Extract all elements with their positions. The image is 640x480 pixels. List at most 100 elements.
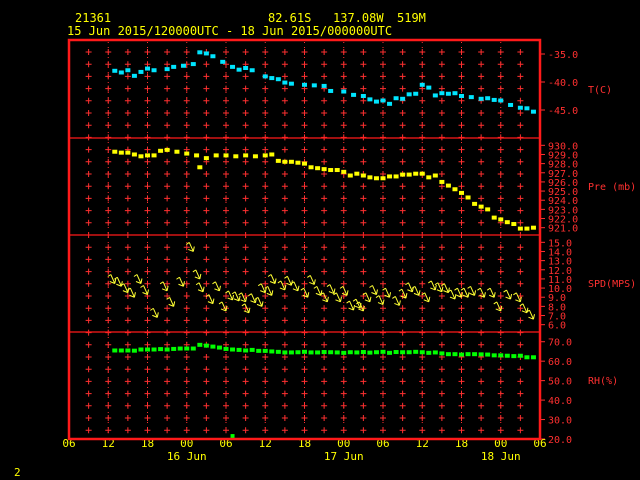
pressure-point: [328, 168, 334, 173]
temperature-point: [485, 96, 491, 101]
y-tick-label: 50.0: [548, 377, 572, 388]
grid-cross: [399, 183, 406, 190]
grid-cross: [223, 97, 229, 104]
grid-cross: [360, 354, 367, 360]
pressure-point: [380, 176, 386, 181]
grid-cross: [497, 195, 504, 202]
temperature-point: [171, 64, 177, 69]
grid-cross: [458, 402, 465, 409]
temperature-point: [498, 98, 504, 103]
grid-cross: [419, 97, 426, 104]
grid-cross: [438, 146, 445, 153]
grid-cross: [85, 317, 92, 324]
y-tick-label: 8.0: [548, 302, 566, 313]
temperature-point: [478, 96, 484, 101]
grid-cross: [478, 219, 485, 226]
grid-cross: [458, 390, 465, 397]
y-tick-label: 924.0: [548, 196, 578, 207]
grid-cross: [419, 158, 426, 165]
grid-cross: [321, 305, 328, 312]
grid-cross: [124, 85, 131, 92]
grid-cross: [380, 244, 386, 251]
grid-cross: [438, 268, 445, 275]
grid-cross: [438, 110, 445, 116]
temperature-point: [400, 96, 406, 101]
humidity-point: [452, 352, 458, 357]
grid-cross: [105, 390, 112, 397]
grid-cross: [517, 122, 524, 129]
humidity-point: [295, 350, 301, 355]
grid-cross: [105, 317, 112, 324]
grid-cross: [380, 183, 386, 190]
pressure-point: [302, 161, 307, 166]
grid-cross: [517, 280, 524, 287]
wind-arrow: [362, 292, 372, 303]
humidity-point: [367, 350, 373, 355]
pressure-point: [498, 217, 504, 222]
temperature-point: [131, 73, 137, 78]
grid-cross: [301, 415, 308, 421]
humidity-point: [524, 355, 530, 360]
pressure-point: [360, 173, 366, 178]
humidity-point: [347, 350, 353, 355]
grid-cross: [105, 427, 112, 434]
grid-cross: [360, 97, 367, 104]
grid-cross: [124, 415, 131, 421]
humidity-point: [158, 347, 164, 352]
grid-cross: [144, 61, 151, 68]
grid-cross: [360, 390, 367, 397]
grid-cross: [360, 366, 367, 373]
wind-arrow: [434, 282, 444, 293]
humidity-point: [465, 352, 471, 357]
grid-cross: [380, 110, 386, 116]
grid-cross: [183, 305, 190, 312]
grid-cross: [203, 97, 210, 104]
grid-cross: [105, 341, 112, 348]
grid-cross: [340, 207, 347, 214]
grid-cross: [458, 219, 465, 226]
humidity-point: [445, 352, 451, 357]
grid-cross: [419, 280, 426, 287]
grid-cross: [399, 73, 406, 80]
wind-arrow: [231, 291, 241, 302]
grid-cross: [164, 427, 171, 434]
grid-cross: [105, 305, 112, 312]
grid-cross: [497, 110, 504, 116]
grid-cross: [203, 427, 210, 434]
grid-cross: [105, 293, 112, 299]
grid-cross: [105, 354, 112, 360]
grid-cross: [262, 146, 269, 153]
grid-cross: [321, 207, 328, 214]
grid-cross: [399, 305, 406, 312]
grid-cross: [223, 85, 229, 92]
grid-cross: [183, 158, 190, 165]
grid-cross: [301, 207, 308, 214]
wind-arrow: [284, 275, 293, 286]
wind-arrow: [133, 274, 143, 284]
pressure-point: [223, 153, 229, 158]
wind-arrow: [339, 285, 349, 296]
grid-cross: [360, 427, 367, 434]
grid-cross: [517, 317, 524, 324]
grid-cross: [281, 97, 288, 104]
grid-cross: [517, 110, 524, 116]
grid-cross: [281, 427, 288, 434]
grid-cross: [223, 366, 229, 373]
humidity-point: [131, 348, 137, 353]
grid-cross: [517, 378, 524, 385]
grid-cross: [438, 244, 445, 251]
grid-cross: [223, 427, 229, 434]
temperature-point: [387, 101, 393, 106]
humidity-point: [485, 352, 491, 357]
grid-cross: [380, 256, 386, 263]
temperature-point: [459, 94, 464, 98]
grid-cross: [419, 219, 426, 226]
grid-cross: [497, 402, 504, 409]
pressure-point: [164, 147, 170, 152]
grid-cross: [419, 207, 426, 214]
grid-cross: [419, 341, 426, 348]
pressure-point: [288, 159, 294, 164]
grid-cross: [301, 183, 308, 190]
pressure-point: [387, 174, 393, 179]
grid-cross: [262, 366, 269, 373]
